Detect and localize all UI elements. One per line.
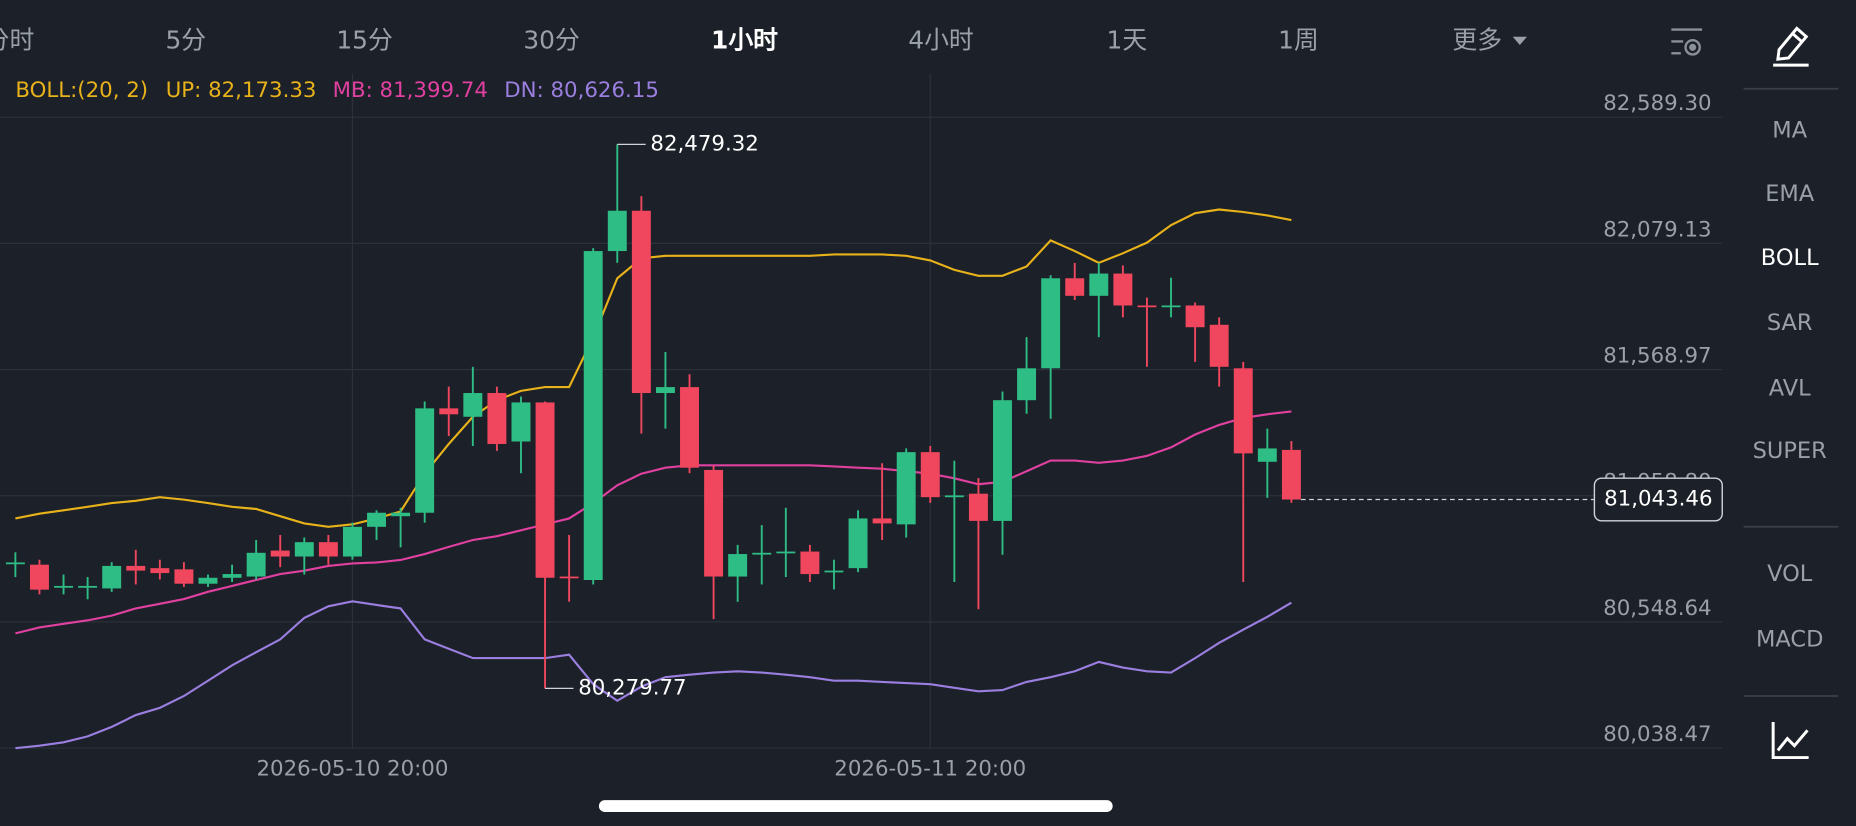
indicator-label: BOLL:(20, 2) [15, 78, 148, 103]
home-indicator [598, 800, 1113, 812]
legend-entry: DN: 80,626.15 [504, 78, 659, 103]
candle-body [126, 565, 146, 571]
candle-body [463, 393, 483, 417]
indicator-button[interactable]: AVL [1768, 375, 1811, 402]
y-tick-label: 80,038.47 [1603, 722, 1711, 747]
candle-body [246, 552, 266, 577]
y-tick-label: 81,568.97 [1603, 344, 1711, 369]
candle-body [993, 400, 1012, 521]
y-tick-label: 82,589.30 [1603, 91, 1711, 116]
candle-body [1257, 448, 1277, 462]
candle-body [294, 542, 314, 557]
last-price-label: 81,043.46 [1604, 487, 1712, 512]
candle-body [776, 551, 796, 554]
draw-icon[interactable] [1773, 26, 1809, 67]
timeframe-tab[interactable]: 1天 [1107, 25, 1148, 54]
candle-body [824, 570, 844, 573]
candle-body [559, 576, 579, 579]
candle-body [174, 569, 194, 584]
timeframe-tab[interactable]: 5分 [166, 25, 207, 54]
candle-body [680, 387, 699, 468]
candle-body [342, 526, 362, 557]
timeframe-tab[interactable]: 分时 [0, 25, 34, 54]
candle-body [5, 562, 25, 565]
indicator-button[interactable]: MA [1772, 117, 1808, 144]
x-tick-label: 2026-05-11 20:00 [834, 756, 1026, 781]
boll-line [15, 600, 1292, 750]
candle-body [1113, 273, 1133, 306]
y-tick-label: 80,548.64 [1603, 596, 1711, 621]
timeframe-tab[interactable]: 更多 [1452, 25, 1502, 54]
candle-body [728, 554, 748, 577]
settings-icon[interactable] [1671, 28, 1703, 56]
candle-body [1281, 449, 1301, 500]
last-price-box [1593, 477, 1723, 522]
timeframe-tab[interactable]: 15分 [336, 25, 392, 54]
candle-body [968, 493, 988, 521]
candle-body [102, 565, 122, 589]
candle-body [1089, 273, 1109, 296]
x-tick-label: 2026-05-10 20:00 [256, 756, 448, 781]
indicator-button[interactable]: BOLL [1760, 245, 1819, 272]
candle-body [198, 577, 218, 584]
boll-line [15, 208, 1292, 528]
candle-body [78, 585, 98, 588]
indicator-button[interactable]: EMA [1765, 181, 1815, 208]
timeframe-tab[interactable]: 30分 [523, 25, 579, 54]
candle-body [752, 552, 772, 555]
timeframe-tab[interactable]: 1小时 [711, 25, 778, 54]
candle-body [487, 393, 507, 444]
candle-body [607, 210, 627, 252]
candle-body [896, 452, 916, 525]
candle-body [800, 551, 820, 575]
low-label: 80,279.77 [578, 675, 686, 700]
candle-body [391, 512, 411, 517]
indicator-button[interactable]: SAR [1766, 310, 1813, 337]
candle-body [1017, 368, 1037, 401]
candle-body [848, 518, 868, 569]
candle-body [944, 495, 964, 498]
candle-body [1137, 305, 1157, 308]
candle-body [150, 568, 170, 574]
candle-body [439, 408, 459, 415]
candle-body [29, 564, 49, 590]
candle-body [511, 402, 531, 442]
candle-body [318, 542, 338, 557]
candle-body [920, 452, 940, 498]
candle-body [655, 387, 675, 394]
candle-body [1209, 324, 1229, 367]
candle-body [535, 402, 555, 578]
indicator-button[interactable]: VOL [1767, 561, 1813, 588]
candle-body [367, 512, 386, 527]
candle-body [704, 469, 724, 577]
indicator-button[interactable]: SUPER [1752, 437, 1827, 464]
chart-type-icon[interactable] [1771, 722, 1809, 760]
candle-body [872, 518, 892, 524]
candle-body [631, 210, 651, 394]
sidebar-separators [1743, 87, 1839, 697]
candle-body [415, 408, 435, 513]
more-caret [1512, 36, 1527, 45]
indicator-button[interactable]: MACD [1755, 626, 1824, 653]
legend-entry: MB: 81,399.74 [333, 78, 488, 103]
timeframe-tab[interactable]: 1周 [1278, 25, 1319, 54]
boll-line [15, 410, 1292, 635]
candle-body [270, 550, 290, 557]
high-label: 82,479.32 [650, 131, 758, 156]
candle-body [1041, 278, 1061, 369]
candle-body [1185, 305, 1205, 328]
candle-body [1161, 305, 1181, 308]
candle-body [1233, 368, 1253, 454]
candle-body [54, 585, 74, 588]
candle-body [1065, 278, 1085, 296]
y-tick-label: 82,079.13 [1603, 217, 1711, 242]
legend-entry: UP: 82,173.33 [166, 78, 317, 103]
candle-body [222, 574, 242, 578]
candle-body [583, 251, 603, 581]
timeframe-tab[interactable]: 4小时 [908, 25, 974, 54]
